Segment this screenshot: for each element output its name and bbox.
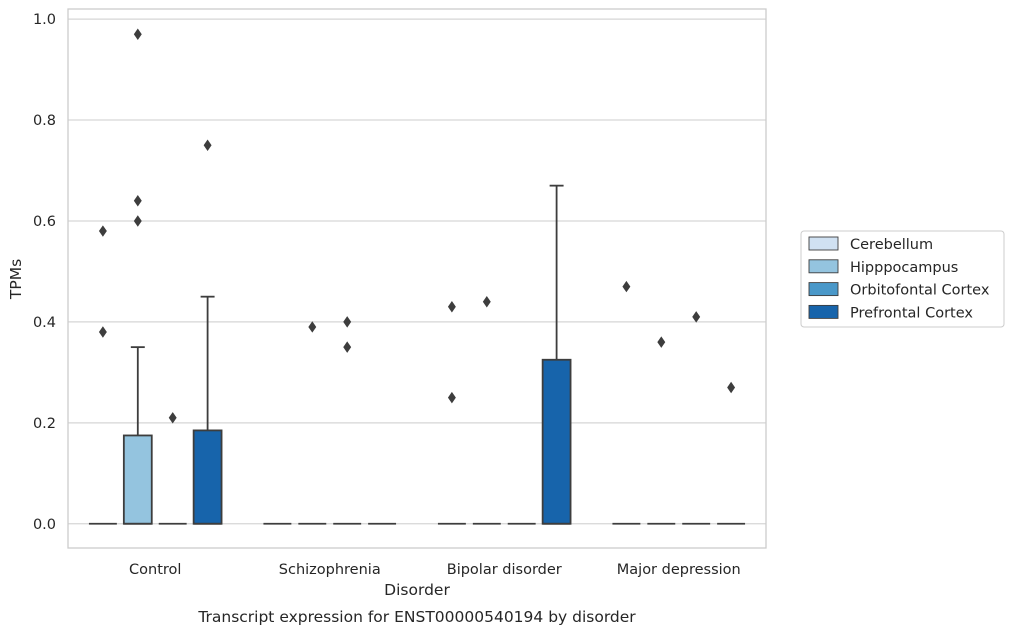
outlier-marker — [133, 215, 142, 227]
y-tick-label: 0.4 — [33, 315, 56, 331]
legend-swatch — [808, 259, 839, 274]
legend-label: Prefrontal Cortex — [850, 305, 973, 321]
outlier-marker — [482, 295, 491, 308]
legend: Cerebellum Hipppocampus Orbitofontal Corte… — [800, 230, 1005, 328]
plot-frame — [67, 8, 767, 549]
x-tick-label: Bipolar disorder — [447, 562, 562, 578]
legend-swatch — [808, 282, 839, 297]
x-tick-label: Major depression — [617, 562, 741, 578]
outlier-marker — [692, 311, 701, 323]
x-tick-label: Control — [129, 562, 181, 578]
outlier-marker — [657, 336, 666, 348]
legend-frame — [800, 230, 1005, 328]
legend-swatch — [808, 304, 839, 319]
outlier-marker — [343, 341, 352, 353]
outlier-marker — [308, 321, 317, 333]
y-tick-label: 0.6 — [33, 214, 56, 230]
box — [192, 429, 223, 525]
outlier-marker — [622, 280, 631, 293]
outlier-marker — [98, 326, 107, 338]
y-tick-label: 0.0 — [33, 517, 56, 533]
box — [122, 434, 153, 525]
x-tick-labels: Control Schizophrenia Bipolar disorder Majo… — [129, 562, 741, 578]
outlier-marker — [133, 195, 142, 207]
legend-label: Cerebellum — [850, 237, 933, 253]
y-axis-label: TPMs — [7, 259, 25, 300]
outlier-marker — [203, 139, 212, 151]
outlier-marker — [447, 301, 456, 313]
outliers — [98, 28, 736, 424]
gridlines — [68, 18, 766, 525]
outlier-marker — [168, 412, 177, 424]
outlier-marker — [133, 28, 142, 40]
outlier-marker — [447, 391, 456, 404]
legend-swatch — [808, 236, 839, 251]
outlier-marker — [343, 316, 352, 328]
y-tick-label: 0.2 — [33, 416, 56, 432]
y-tick-labels: 0.0 0.2 0.4 0.6 0.8 1.0 — [33, 12, 56, 533]
outlier-marker — [727, 381, 736, 394]
x-tick-label: Schizophrenia — [279, 562, 381, 578]
boxes — [88, 184, 746, 525]
outlier-marker — [98, 225, 107, 237]
figure-caption: Transcript expression for ENST0000054019… — [197, 608, 636, 626]
legend-label: Hipppocampus — [850, 260, 958, 276]
x-axis-label: Disorder — [384, 581, 450, 599]
y-tick-label: 0.8 — [33, 113, 56, 129]
legend-label: Orbitofontal Cortex — [850, 283, 990, 299]
y-tick-label: 1.0 — [33, 12, 56, 28]
box — [541, 358, 572, 525]
